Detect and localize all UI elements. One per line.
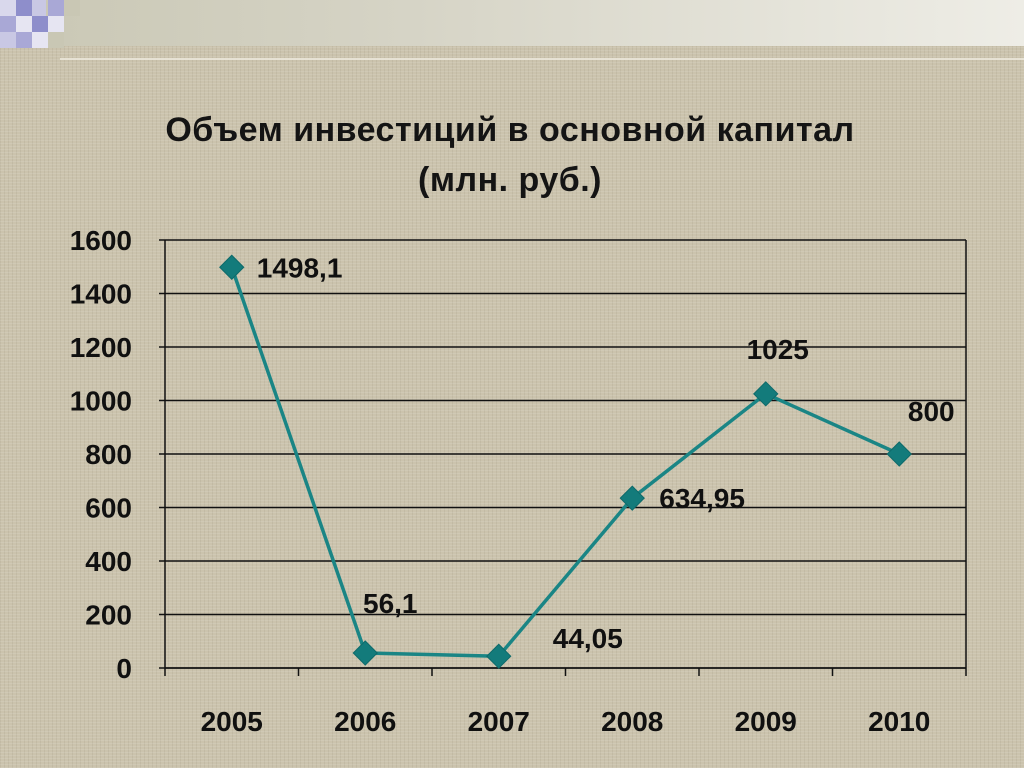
chart-title-line-2: (млн. руб.) [418, 160, 602, 199]
data-point-marker [486, 643, 512, 669]
y-tick-label: 0 [116, 653, 132, 684]
y-tick-label: 1600 [70, 225, 132, 256]
corner-squares-decoration [0, 0, 80, 60]
data-point-marker [352, 640, 378, 666]
x-tick-label: 2006 [334, 706, 396, 737]
y-tick-label: 1000 [70, 386, 132, 417]
data-label: 56,1 [363, 588, 418, 619]
data-point-marker [753, 381, 779, 407]
data-label: 44,05 [553, 623, 623, 654]
series-line [230, 266, 900, 658]
header-divider [60, 58, 1024, 60]
data-label: 1498,1 [257, 252, 343, 283]
y-tick-label: 1200 [70, 332, 132, 363]
data-label: 634,95 [659, 483, 745, 514]
data-label: 1025 [747, 334, 809, 365]
y-tick-label: 800 [85, 439, 132, 470]
data-point-marker [619, 485, 645, 511]
chart-title: Объем инвестиций в основной капитал (млн… [90, 105, 930, 205]
x-tick-label: 2007 [468, 706, 530, 737]
x-tick-label: 2009 [735, 706, 797, 737]
y-tick-label: 600 [85, 493, 132, 524]
x-tick-label: 2005 [201, 706, 263, 737]
chart-title-line-1: Объем инвестиций в основной капитал [165, 110, 855, 149]
data-label: 800 [908, 396, 955, 427]
y-tick-label: 400 [85, 546, 132, 577]
x-tick-label: 2010 [868, 706, 930, 737]
header-band [0, 0, 1024, 46]
data-point-marker [219, 254, 245, 280]
y-tick-label: 200 [85, 600, 132, 631]
x-tick-label: 2008 [601, 706, 663, 737]
data-point-marker [886, 441, 912, 467]
y-tick-label: 1400 [70, 279, 132, 310]
